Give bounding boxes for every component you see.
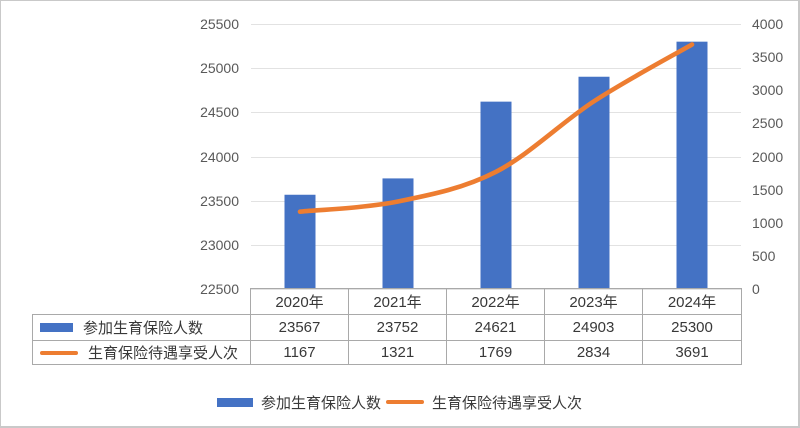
value-cell: 24903 xyxy=(544,314,643,341)
line-series-swatch-icon xyxy=(40,350,78,355)
trend-line xyxy=(297,42,695,214)
left-axis-tick-label: 24000 xyxy=(200,148,239,165)
year-header-cell: 2021年 xyxy=(348,288,447,315)
value-cell: 23567 xyxy=(250,314,349,341)
year-header-cell: 2022年 xyxy=(446,288,545,315)
value-cell: 25300 xyxy=(642,314,742,341)
value-cell: 1769 xyxy=(446,340,545,365)
left-axis-tick-label: 25000 xyxy=(200,60,239,77)
bar-2022年 xyxy=(480,101,512,290)
left-axis-tick-label: 23000 xyxy=(200,236,239,253)
bar-2023年 xyxy=(578,76,610,289)
series-label-cell: 生育保险待遇享受人次 xyxy=(32,340,251,365)
legend-bar-swatch-icon xyxy=(216,397,253,407)
legend-item: 参加生育保险人数 xyxy=(216,392,381,413)
right-axis-tick-label: 2000 xyxy=(752,148,784,165)
bar-2024年 xyxy=(676,41,708,290)
data-table: 2020年 2021年 2022年 2023年 2024年参加生育保险人数 23567 23… xyxy=(32,288,742,365)
value-cell: 1321 xyxy=(348,340,447,365)
right-axis-tick-label: 3500 xyxy=(752,49,784,66)
legend-item: 生育保险待遇享受人次 xyxy=(386,392,582,413)
right-axis-tick-label: 500 xyxy=(752,247,776,264)
right-axis-tick-label: 4000 xyxy=(752,16,784,32)
chart-plot-svg xyxy=(251,24,741,290)
value-cell: 1167 xyxy=(250,340,349,365)
value-cell: 24621 xyxy=(446,314,545,341)
table-corner-cell xyxy=(33,289,251,315)
legend: 参加生育保险人数 生育保险待遇享受人次 xyxy=(1,389,798,415)
left-axis-tick-label: 22500 xyxy=(200,281,239,297)
legend-label: 参加生育保险人数 xyxy=(260,394,381,412)
value-cell: 2834 xyxy=(544,340,643,365)
left-axis-tick-label: 25500 xyxy=(200,16,239,32)
legend-label: 生育保险待遇享受人次 xyxy=(432,394,583,412)
left-axis-tick-label: 23500 xyxy=(200,192,239,209)
year-header-cell: 2024年 xyxy=(642,288,742,315)
plot-area xyxy=(251,24,741,290)
year-header-cell: 2023年 xyxy=(544,288,643,315)
right-axis-tick-label: 0 xyxy=(752,281,760,297)
left-axis-tick-label: 24500 xyxy=(200,104,239,121)
right-axis-tick-label: 1000 xyxy=(752,214,784,231)
bar-series-swatch-icon xyxy=(40,323,73,332)
value-cell: 3691 xyxy=(642,340,742,365)
series-label-cell: 参加生育保险人数 xyxy=(32,314,251,341)
year-header-cell: 2020年 xyxy=(250,288,349,315)
right-axis-tick-label: 3000 xyxy=(752,82,784,99)
value-cell: 23752 xyxy=(348,314,447,341)
right-axis-tick-label: 2500 xyxy=(752,115,784,132)
legend-line-swatch-icon xyxy=(386,400,424,404)
series-label-text: 生育保险待遇享受人次 xyxy=(88,345,239,362)
series-label-text: 参加生育保险人数 xyxy=(83,320,204,337)
bar-2021年 xyxy=(382,178,414,289)
right-axis-tick-label: 1500 xyxy=(752,181,784,198)
